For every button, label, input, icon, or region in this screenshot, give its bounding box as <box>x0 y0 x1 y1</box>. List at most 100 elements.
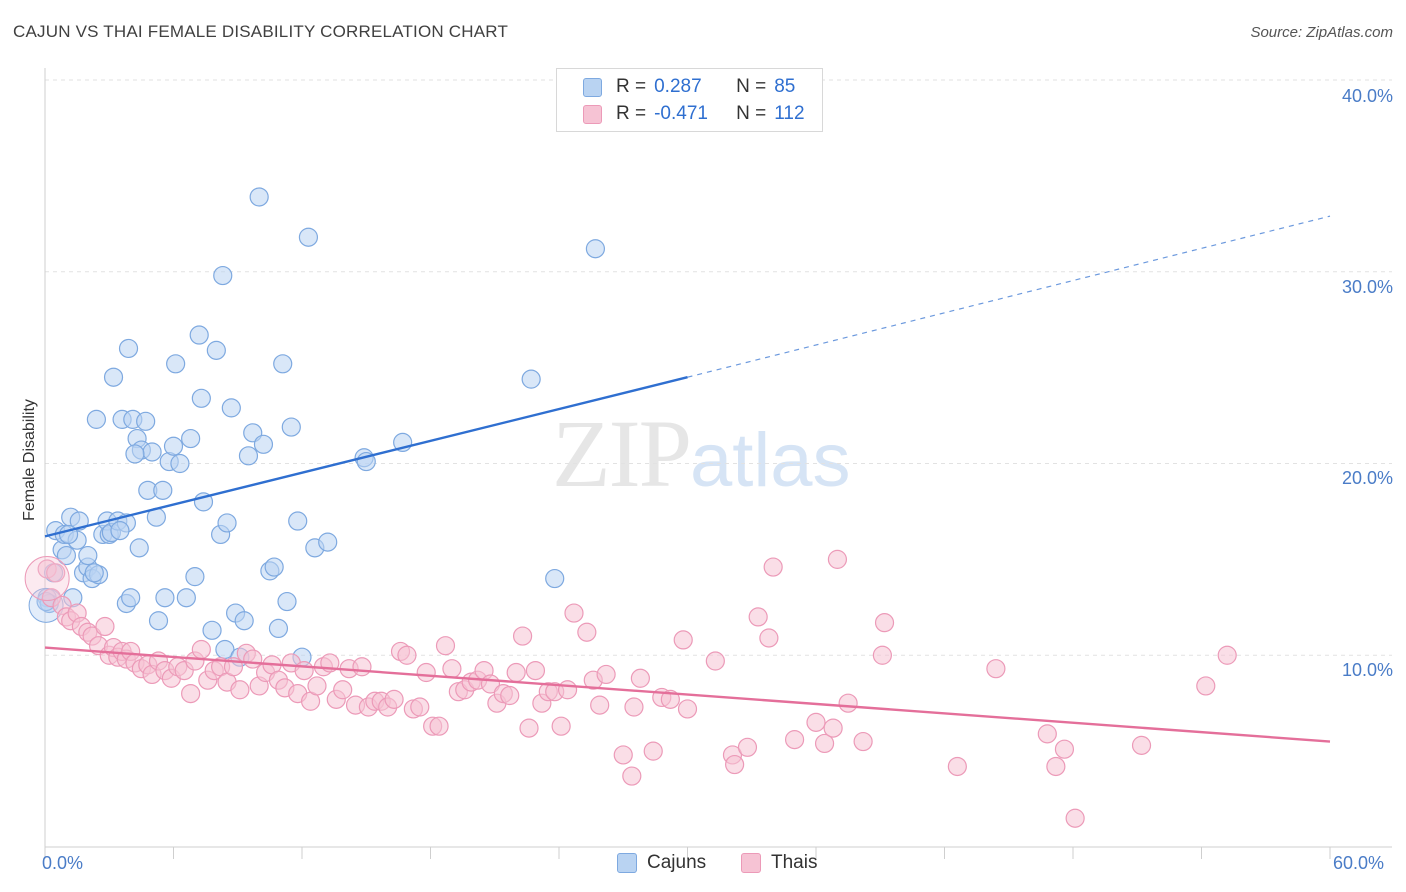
data-point <box>46 563 66 583</box>
data-point <box>221 398 241 418</box>
data-point <box>243 649 263 669</box>
grid-lines <box>45 79 1392 656</box>
data-point <box>170 453 190 474</box>
bottom-legend-cajuns: Cajuns <box>617 852 706 874</box>
data-point <box>307 676 327 696</box>
data-point <box>784 730 805 750</box>
data-point <box>410 697 430 717</box>
trend-lines <box>44 215 1331 743</box>
x-tick-label: 0.0% <box>42 853 84 873</box>
data-point <box>806 712 826 732</box>
watermark-zip: ZIP <box>552 400 692 507</box>
data-point <box>986 659 1006 679</box>
data-point <box>1054 739 1075 759</box>
legend-n-value: 85 <box>774 76 796 97</box>
data-point <box>333 680 353 700</box>
data-point <box>86 409 107 429</box>
data-point <box>264 557 284 577</box>
data-point <box>24 556 70 602</box>
legend-swatch-blue <box>583 77 602 97</box>
data-point <box>590 695 610 715</box>
data-point <box>148 611 169 631</box>
watermark: ZIPatlas <box>552 398 851 509</box>
legend-n-label: N = <box>736 76 767 97</box>
chart-title: CAJUN VS THAI FEMALE DISABILITY CORRELAT… <box>13 22 509 41</box>
data-point <box>129 538 149 558</box>
data-point <box>564 603 584 623</box>
data-point <box>191 388 211 408</box>
bottom-legend-swatch-blue <box>617 853 637 873</box>
data-point <box>737 737 758 757</box>
data-point <box>947 756 967 777</box>
data-point <box>763 557 783 577</box>
trend-line-thais <box>44 646 1331 743</box>
data-point <box>118 338 139 359</box>
data-point <box>506 662 526 683</box>
data-point <box>622 766 642 786</box>
data-point <box>253 434 274 454</box>
data-point <box>95 616 115 637</box>
data-point <box>249 187 269 207</box>
data-point <box>1037 724 1057 744</box>
x-tick-label: 60.0% <box>1333 853 1385 873</box>
data-point <box>500 685 520 706</box>
data-point <box>442 659 462 679</box>
source-label: Source: ZipAtlas.com <box>1250 24 1393 41</box>
data-point <box>125 444 145 464</box>
bottom-legend-label: Thais <box>771 852 818 873</box>
data-point <box>416 662 436 683</box>
data-point <box>435 636 456 656</box>
data-point <box>759 628 779 648</box>
data-point <box>185 567 205 587</box>
data-point <box>613 745 633 765</box>
data-point <box>1217 645 1237 665</box>
stats-legend: R = 0.287 N = 85 R = -0.471 N = 112 <box>556 68 823 132</box>
legend-row-cajuns: R = 0.287 N = 85 <box>583 75 795 99</box>
data-point <box>166 354 186 374</box>
data-point <box>176 588 196 608</box>
data-point <box>142 442 162 462</box>
legend-n-value: 112 <box>774 103 805 124</box>
data-point <box>56 545 77 566</box>
data-point <box>181 683 201 704</box>
data-point <box>155 588 175 608</box>
data-point <box>69 511 89 531</box>
data-point <box>725 754 745 775</box>
data-point <box>519 718 539 738</box>
data-point <box>103 367 124 387</box>
data-point <box>1131 735 1152 755</box>
legend-r-value: 0.287 <box>654 76 702 97</box>
data-point <box>577 622 597 642</box>
data-point <box>545 568 565 589</box>
y-tick-label: 30.0% <box>1341 277 1393 297</box>
y-tick-label: 10.0% <box>1341 660 1393 680</box>
legend-n-label: N = <box>736 103 767 124</box>
data-point <box>1196 676 1216 696</box>
data-point <box>1065 808 1085 828</box>
bottom-legend-label: Cajuns <box>647 852 707 873</box>
y-tick-label: 40.0% <box>1341 86 1393 106</box>
data-point <box>234 611 254 631</box>
data-point <box>230 680 250 700</box>
data-point <box>298 227 319 247</box>
data-point <box>853 731 873 752</box>
data-point <box>557 680 578 700</box>
data-point <box>217 513 237 533</box>
data-point <box>630 668 650 688</box>
data-point <box>1046 756 1066 777</box>
data-point <box>677 699 698 719</box>
legend-r-value: -0.471 <box>654 103 708 124</box>
y-tick-label: 20.0% <box>1341 468 1393 488</box>
data-point <box>213 265 233 286</box>
data-point <box>273 354 293 374</box>
data-point <box>705 651 725 671</box>
series-thais <box>24 549 1237 828</box>
data-point <box>874 613 895 633</box>
y-axis-label: Female Disability <box>21 399 38 521</box>
data-point <box>352 657 372 677</box>
data-point <box>397 645 417 665</box>
data-point <box>288 511 308 531</box>
data-point <box>673 630 693 650</box>
data-point <box>78 545 98 566</box>
